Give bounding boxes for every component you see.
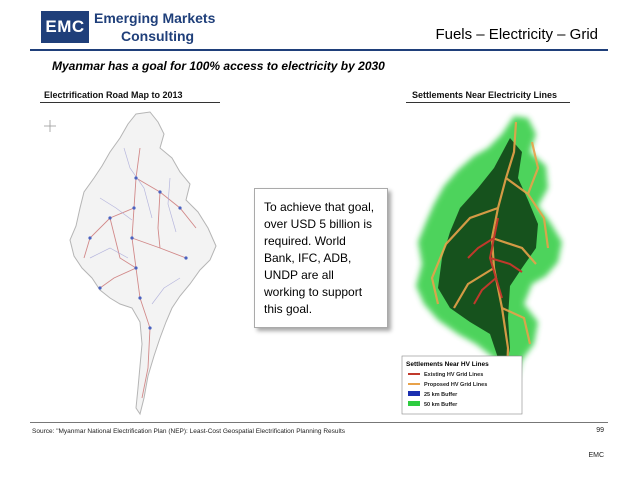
legend-25km-label: 25 km Buffer [424,392,458,398]
section-title: Fuels – Electricity – Grid [435,26,598,43]
source-citation: Source: "Myanmar National Electrificatio… [32,428,345,435]
header-divider [30,49,608,51]
logo-line-1: Emerging Markets [94,10,216,26]
existing-grid-lines [467,217,523,305]
right-label-underline [406,102,570,103]
left-label-underline [40,102,220,103]
callout-text: To achieve that goal, over USD 5 billion… [264,200,375,316]
substation-markers [88,176,188,330]
logo-line-2: Consulting [121,28,195,44]
road-map-lines-secondary [89,147,181,305]
footer-brand: EMC [588,452,604,459]
road-map-lines [83,147,197,399]
funding-callout: To achieve that goal, over USD 5 billion… [254,188,388,328]
legend-50km-label: 50 km Buffer [424,402,458,408]
electrification-road-map [44,111,217,416]
page-number: 99 [596,427,604,434]
right-map-label: Settlements Near Electricity Lines [412,90,558,100]
emc-logo: EMC Emerging Markets Consulting [41,8,221,48]
footer-divider [30,422,608,423]
legend-25km-swatch [408,391,420,396]
dark-buffer-zone [438,138,538,378]
logo-abbrev: EMC [41,11,89,43]
proposed-grid-lines [430,121,550,399]
legend-proposed-label: Proposed HV Grid Lines [424,382,487,388]
settlements-near-lines-map: Settlements Near HV Lines Existing HV Gr… [401,116,562,415]
left-map-label: Electrification Road Map to 2013 [44,90,183,100]
map-compass-icon [44,120,56,132]
legend-existing-label: Existing HV Grid Lines [424,372,483,378]
legend-title: Settlements Near HV Lines [406,361,489,368]
slide-headline: Myanmar has a goal for 100% access to el… [52,59,385,73]
map-legend: Settlements Near HV Lines Existing HV Gr… [401,355,523,415]
legend-50km-swatch [408,401,420,406]
myanmar-outline [69,111,217,416]
